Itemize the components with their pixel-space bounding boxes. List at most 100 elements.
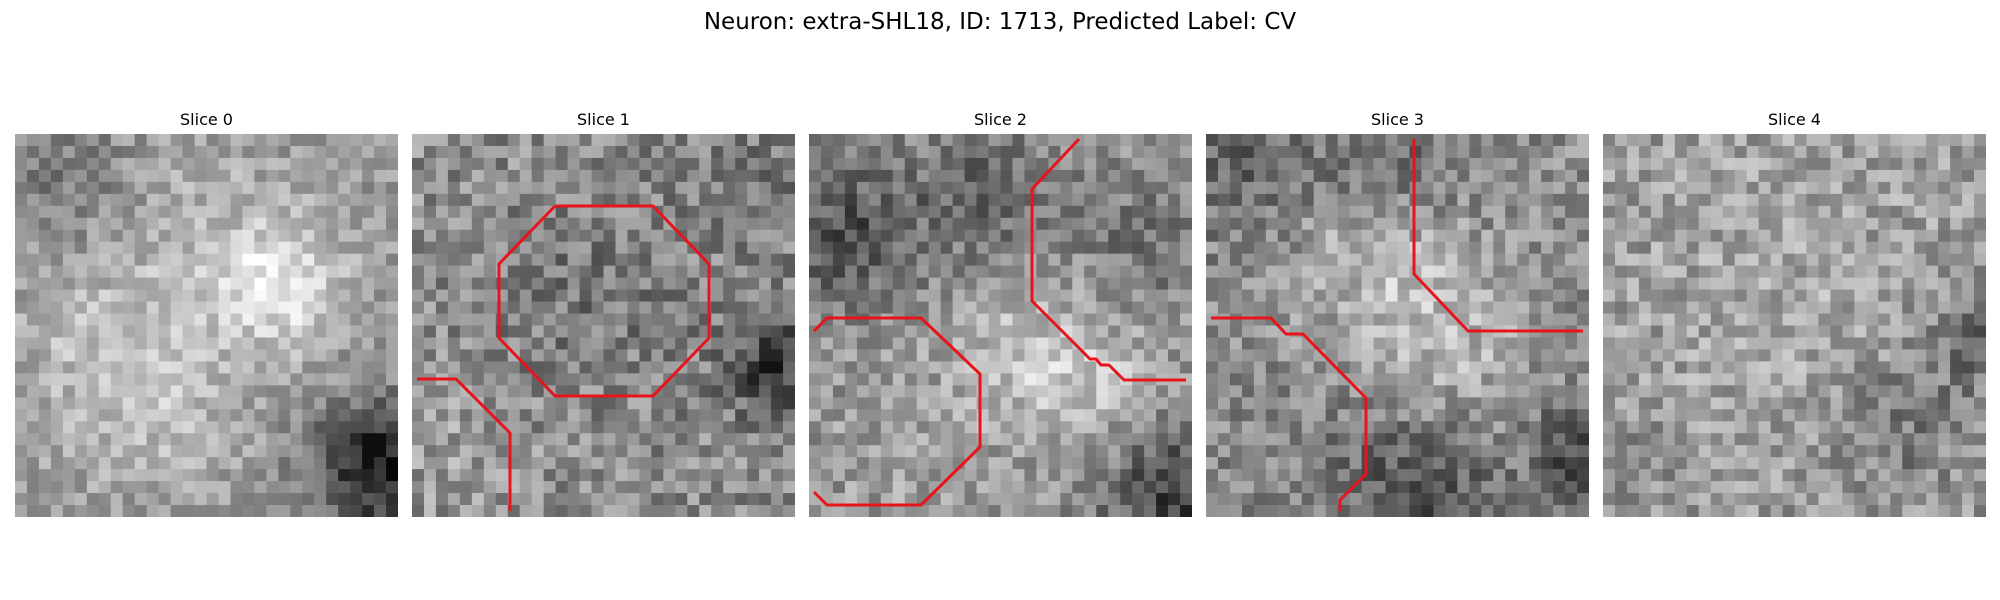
- pixel-cell: [783, 505, 795, 517]
- pixel-cell: [1830, 205, 1843, 219]
- pixel-cell: [820, 277, 834, 290]
- pixel-cell: [771, 505, 784, 517]
- pixel-cell: [1036, 289, 1049, 302]
- pixel-cell: [928, 229, 942, 243]
- pixel-cell: [1229, 157, 1243, 171]
- pixel-cell: [1433, 205, 1446, 219]
- pixel-cell: [1060, 493, 1073, 506]
- pixel-cell: [844, 445, 858, 458]
- pixel-cell: [350, 421, 363, 434]
- pixel-cell: [1433, 265, 1446, 279]
- pixel-cell: [579, 469, 592, 482]
- pixel-cell: [412, 229, 425, 243]
- pixel-cell: [844, 217, 858, 231]
- pixel-cell: [1914, 433, 1927, 446]
- pixel-cell: [1902, 385, 1915, 398]
- pixel-cell: [1770, 445, 1783, 458]
- pixel-cell: [1662, 217, 1676, 231]
- pixel-cell: [832, 433, 846, 446]
- pixel-cell: [820, 181, 834, 195]
- pixel-cell: [1782, 421, 1795, 434]
- pixel-cell: [952, 157, 965, 171]
- pixel-cell: [1168, 265, 1181, 279]
- pixel-cell: [326, 493, 339, 506]
- pixel-cell: [1253, 385, 1267, 398]
- pixel-cell: [543, 301, 557, 314]
- pixel-cell: [1060, 301, 1073, 314]
- pixel-cell: [1217, 325, 1231, 338]
- pixel-cell: [134, 469, 148, 482]
- pixel-cell: [1012, 325, 1025, 338]
- pixel-cell: [1938, 325, 1951, 338]
- pixel-cell: [1517, 421, 1530, 434]
- pixel-cell: [495, 193, 509, 207]
- pixel-cell: [1770, 193, 1783, 207]
- pixel-cell: [519, 397, 533, 410]
- pixel-cell: [98, 301, 112, 314]
- pixel-cell: [615, 301, 628, 314]
- pixel-cell: [50, 373, 64, 386]
- pixel-cell: [615, 457, 628, 470]
- pixel-cell: [615, 289, 628, 302]
- slice-image: [1603, 134, 1986, 517]
- pixel-cell: [1265, 349, 1279, 362]
- pixel-cell: [1974, 277, 1986, 290]
- pixel-cell: [1878, 313, 1891, 326]
- pixel-cell: [302, 217, 315, 231]
- pixel-cell: [1758, 433, 1771, 446]
- pixel-cell: [988, 313, 1001, 326]
- pixel-cell: [62, 181, 76, 195]
- pixel-cell: [447, 313, 461, 326]
- pixel-cell: [1445, 373, 1458, 386]
- pixel-cell: [1132, 433, 1145, 446]
- pixel-cell: [663, 253, 676, 267]
- pixel-cell: [1217, 277, 1231, 290]
- pixel-cell: [338, 205, 351, 219]
- pixel-cell: [543, 505, 557, 517]
- pixel-cell: [1626, 157, 1640, 171]
- pixel-cell: [314, 373, 327, 386]
- pixel-cell: [1842, 277, 1855, 290]
- slice-panel-2: Slice 2: [809, 108, 1192, 520]
- pixel-cell: [1156, 505, 1169, 517]
- pixel-cell: [1902, 409, 1915, 422]
- pixel-cell: [1206, 493, 1219, 506]
- pixel-cell: [1505, 241, 1518, 255]
- pixel-cell: [809, 349, 822, 362]
- pixel-cell: [1614, 169, 1628, 183]
- pixel-cell: [687, 385, 700, 398]
- pixel-cell: [1036, 301, 1049, 314]
- pixel-cell: [820, 253, 834, 267]
- pixel-cell: [62, 481, 76, 494]
- pixel-cell: [350, 265, 363, 279]
- pixel-cell: [1722, 289, 1736, 302]
- pixel-cell: [170, 181, 183, 195]
- pixel-cell: [940, 265, 954, 279]
- pixel-cell: [86, 157, 100, 171]
- pixel-cell: [809, 373, 822, 386]
- pixel-cell: [711, 409, 724, 422]
- pixel-cell: [904, 457, 918, 470]
- pixel-cell: [1096, 397, 1109, 410]
- pixel-cell: [122, 134, 136, 147]
- pixel-cell: [98, 253, 112, 267]
- pixel-cell: [1445, 229, 1458, 243]
- pixel-cell: [1842, 265, 1855, 279]
- pixel-cell: [459, 181, 473, 195]
- pixel-cell: [591, 277, 604, 290]
- pixel-cell: [110, 145, 124, 159]
- pixel-cell: [1108, 397, 1121, 410]
- pixel-cell: [1024, 493, 1037, 506]
- pixel-cell: [555, 181, 568, 195]
- pixel-cell: [651, 349, 664, 362]
- pixel-cell: [1168, 337, 1181, 350]
- pixel-cell: [1505, 313, 1518, 326]
- pixel-cell: [1481, 169, 1494, 183]
- pixel-cell: [1313, 205, 1327, 219]
- pixel-cell: [1265, 169, 1279, 183]
- pixel-cell: [1553, 397, 1566, 410]
- pixel-cell: [1024, 145, 1037, 159]
- pixel-cell: [62, 325, 76, 338]
- pixel-cell: [543, 253, 557, 267]
- pixel-cell: [1084, 445, 1097, 458]
